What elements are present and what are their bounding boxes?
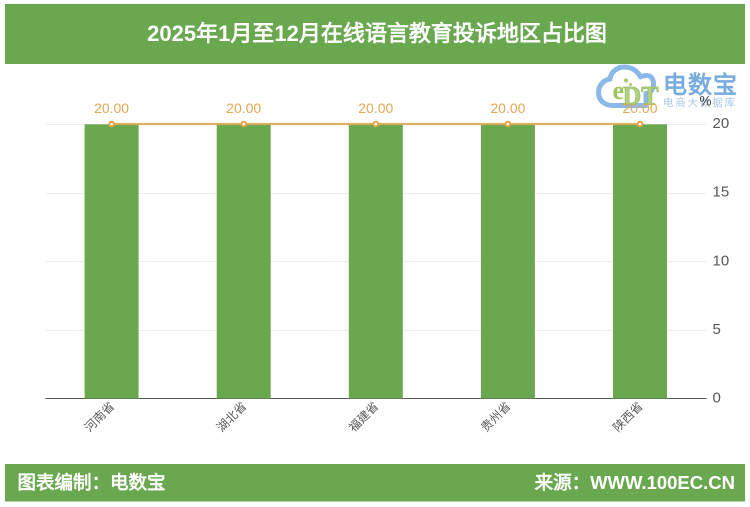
svg-text:陕西省: 陕西省 [610, 399, 646, 435]
svg-text:20.00: 20.00 [622, 100, 657, 116]
svg-text:20.00: 20.00 [226, 100, 261, 116]
svg-text:电商大数据库: 电商大数据库 [663, 96, 737, 109]
svg-text:来源：WWW.100EC.CN: 来源：WWW.100EC.CN [534, 472, 735, 493]
svg-text:2025年1月至12月在线语言教育投诉地区占比图: 2025年1月至12月在线语言教育投诉地区占比图 [147, 21, 607, 46]
svg-text:5: 5 [713, 321, 721, 338]
svg-text:湖北省: 湖北省 [213, 399, 249, 435]
svg-text:DT: DT [623, 82, 659, 111]
svg-text:15: 15 [713, 184, 730, 201]
svg-text:20.00: 20.00 [358, 100, 393, 116]
svg-text:%: % [700, 94, 712, 109]
svg-text:福建省: 福建省 [345, 399, 381, 435]
svg-text:贵州省: 贵州省 [478, 399, 513, 434]
svg-text:0: 0 [713, 390, 721, 407]
svg-text:10: 10 [713, 252, 730, 269]
svg-text:20.00: 20.00 [94, 100, 129, 116]
svg-text:河南省: 河南省 [81, 399, 117, 435]
svg-text:电数宝: 电数宝 [663, 71, 738, 99]
svg-text:e: e [613, 76, 625, 105]
svg-text:20.00: 20.00 [490, 100, 525, 116]
svg-text:图表编制：电数宝: 图表编制：电数宝 [18, 472, 166, 493]
svg-text:20: 20 [713, 115, 730, 132]
